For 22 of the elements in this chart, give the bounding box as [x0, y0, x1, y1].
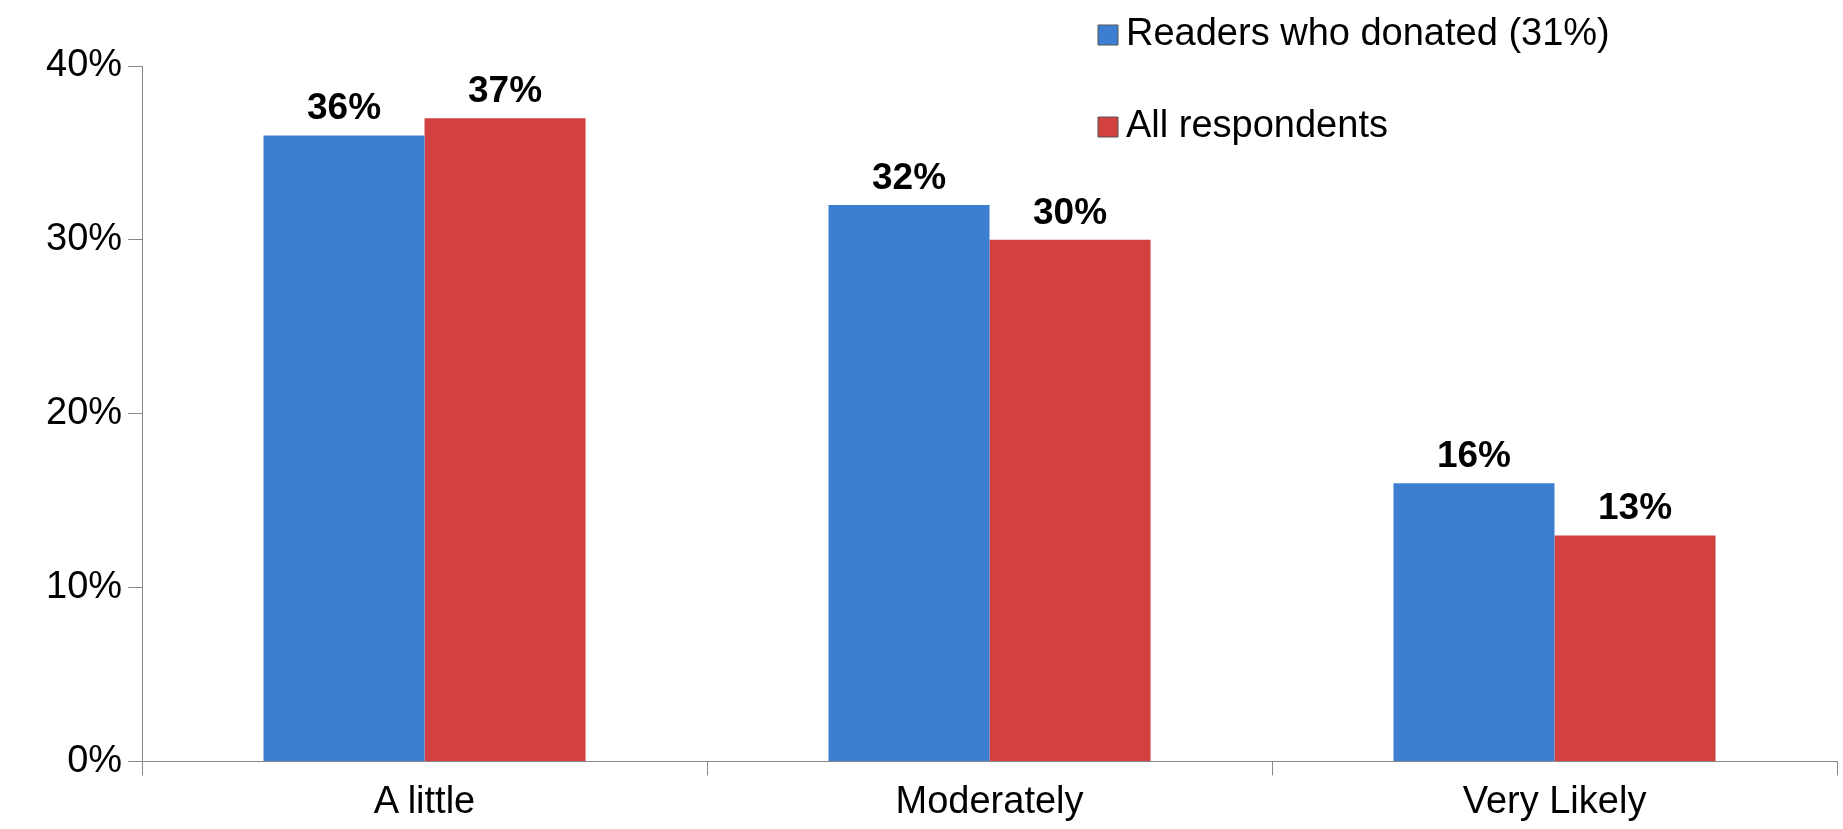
data-label: 13% — [1597, 486, 1673, 528]
y-tick-label: 0% — [67, 737, 123, 780]
x-tick-label: Very Likely — [1462, 778, 1647, 821]
y-tick-label: 30% — [45, 216, 123, 259]
data-label: 30% — [1033, 190, 1108, 232]
bar — [1393, 483, 1555, 761]
y-tick-label: 40% — [45, 42, 123, 85]
bar — [1554, 535, 1716, 761]
x-tick-label: A little — [373, 778, 476, 821]
legend-label: Readers who donated (31%) — [1126, 11, 1610, 54]
bar — [424, 118, 586, 761]
legend-label: All respondents — [1126, 103, 1388, 146]
data-label: 16% — [1436, 433, 1512, 475]
y-tick-label: 20% — [45, 390, 123, 433]
bar — [263, 135, 425, 761]
bar — [989, 239, 1151, 761]
x-tick-label: Moderately — [895, 778, 1084, 821]
data-label: 37% — [468, 68, 543, 110]
y-tick-label: 10% — [45, 564, 123, 607]
data-label: 32% — [871, 155, 947, 197]
bar — [828, 205, 990, 761]
data-label: 36% — [307, 86, 382, 128]
